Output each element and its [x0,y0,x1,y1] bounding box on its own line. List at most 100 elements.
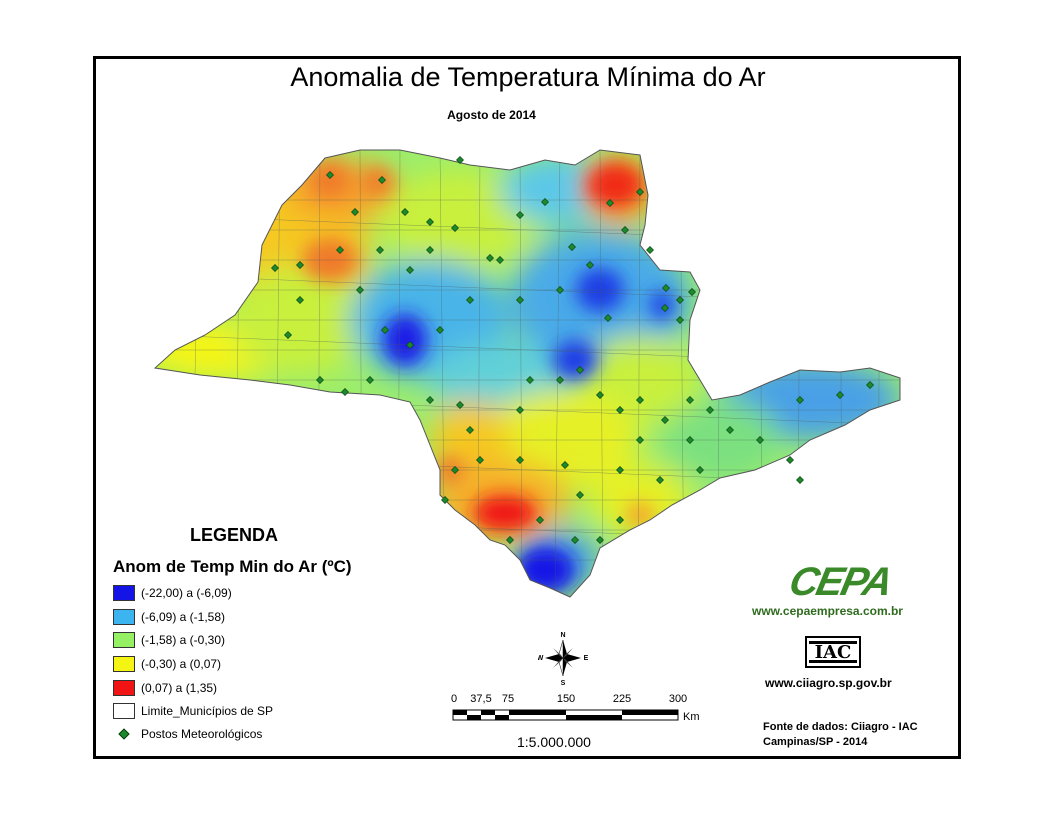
station-marker [466,296,474,304]
scale-tick: 37,5 [470,693,492,705]
station-marker [836,391,844,399]
station-marker [486,254,494,262]
map-title: Anomalia de Temperatura Mínima do Ar [290,62,766,92]
station-marker [506,536,514,544]
station-marker [676,296,684,304]
station-marker [536,516,544,524]
station-marker [436,326,444,334]
station-marker [378,176,386,184]
station-marker [662,284,670,292]
station-marker [406,266,414,274]
station-marker [381,326,389,334]
station-marker [866,381,874,389]
municipality-boundaries [159,150,900,597]
station-marker [621,226,629,234]
station-marker [401,208,409,216]
station-marker [688,288,696,296]
scale-tick: 300 [668,693,688,705]
station-marker [376,246,384,254]
station-marker [526,376,534,384]
cepa-logo: CEPA [785,560,895,604]
legend-swatch-boundary [113,703,135,719]
station-marker [786,456,794,464]
station-marker [661,416,669,424]
station-marker [456,156,464,164]
scale-tick: 0 [450,693,458,705]
legend-title: LEGENDA [190,525,279,545]
legend-item: (-6,09) a (-1,58) [113,608,225,626]
station-marker [516,406,524,414]
station-marker [686,396,694,404]
map-subtitle: Agosto de 2014 [447,108,536,122]
station-marker [516,456,524,464]
station-marker [556,376,564,384]
legend-label: (0,07) a (1,35) [141,681,218,695]
legend-label: Limite_Municípios de SP [141,704,274,718]
station-marker [341,388,349,396]
station-marker [296,296,304,304]
station-marker [696,466,704,474]
compass-e: E [584,655,588,662]
station-marker [284,331,292,339]
station-marker [646,246,654,254]
station-marker [576,491,584,499]
compass-w: W [538,655,544,662]
legend-swatch [113,585,135,601]
legend-swatch [113,632,135,648]
legend-item: (0,07) a (1,35) [113,679,217,697]
station-marker [476,456,484,464]
station-marker [596,536,604,544]
station-marker [356,286,364,294]
compass-n: N [560,632,565,639]
legend-label: (-0,30) a (0,07) [141,657,222,671]
legend-swatch [113,609,135,625]
station-marker [686,436,694,444]
scale-tick: 150 [556,693,576,705]
cepa-url: www.cepaempresa.com.br [752,604,903,618]
station-marker [426,246,434,254]
station-marker [616,466,624,474]
source-line: Fonte de dados: Ciiagro - IAC [763,721,918,733]
station-marker [496,256,504,264]
ciiagro-url: www.ciiagro.sp.gov.br [765,676,892,690]
state-outline [153,149,901,598]
station-marker [571,536,579,544]
station-marker [586,261,594,269]
legend-label: (-6,09) a (-1,58) [141,610,226,624]
station-marker [796,476,804,484]
station-marker [636,188,644,196]
data-source: Fonte de dados: Ciiagro - IAC Campinas/S… [763,720,918,750]
scale-bar [452,709,679,721]
station-marker [706,406,714,414]
scale-tick: 75 [501,693,515,705]
station-marker [576,366,584,374]
station-marker [596,391,604,399]
legend-label: Postos Meteorológicos [141,727,263,741]
legend-swatch [113,680,135,696]
station-marker [661,304,669,312]
station-marker [541,198,549,206]
station-marker [456,401,464,409]
legend-label: (-1,58) a (-0,30) [141,633,226,647]
station-marker [516,211,524,219]
iac-logo: IAC [805,636,861,668]
station-marker [756,436,764,444]
station-marker [426,396,434,404]
station-marker [426,218,434,226]
station-marker [326,171,334,179]
station-marker [406,341,414,349]
station-marker [466,426,474,434]
legend-item: (-0,30) a (0,07) [113,655,221,673]
legend-item: (-22,00) a (-6,09) [113,584,232,602]
station-marker [556,286,564,294]
station-marker [561,461,569,469]
weather-stations [271,156,874,544]
station-marker [296,261,304,269]
station-marker-icon [113,726,135,742]
station-marker [451,466,459,474]
station-marker [451,224,459,232]
scale-ratio: 1:5.000.000 [517,734,591,750]
legend-swatch [113,656,135,672]
scale-tick: 225 [612,693,632,705]
